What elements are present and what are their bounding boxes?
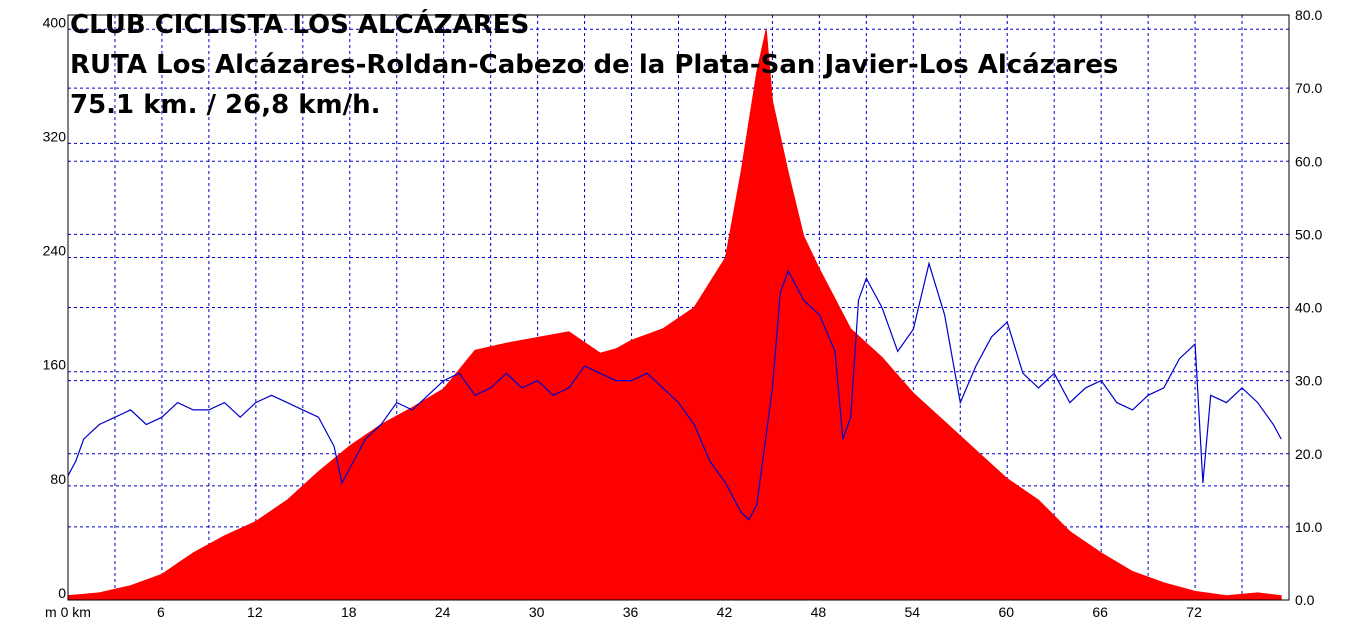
x-tick-label: 42 [717,604,733,620]
chart-title-block: CLUB CICLISTA LOS ALCÁZARES RUTA Los Alcá… [70,8,1118,120]
x-tick-label: m 0 km [45,604,91,620]
right-y-tick-label: 10.0 [1295,519,1322,535]
title-line: RUTA Los Alcázares-Roldan-Cabezo de la P… [70,50,1118,80]
title-line: 75.1 km. / 26,8 km/h. [70,90,381,120]
left-y-tick-label: 160 [43,357,67,373]
axis-ticks: m 0 km 6 12 18 24 30 36 42 48 54 60 66 72 0 80 160 240 32… [43,7,1323,620]
left-y-tick-label: 80 [50,471,66,487]
right-y-tick-label: 70.0 [1295,80,1322,96]
x-tick-label: 12 [247,604,263,620]
x-tick-label: 24 [435,604,451,620]
right-y-tick-label: 50.0 [1295,226,1322,242]
left-y-tick-label: 240 [43,243,67,259]
left-y-tick-label: 320 [43,128,67,144]
left-y-tick-label: 400 [43,14,67,30]
right-y-tick-label: 30.0 [1295,373,1322,389]
right-y-tick-label: 0.0 [1295,592,1315,608]
x-tick-label: 6 [157,604,165,620]
x-tick-label: 18 [341,604,357,620]
x-tick-label: 36 [623,604,639,620]
x-tick-label: 30 [529,604,545,620]
right-y-tick-label: 80.0 [1295,7,1322,23]
left-y-tick-label: 0 [58,585,66,601]
title-line: CLUB CICLISTA LOS ALCÁZARES [70,8,529,40]
speed-line [67,261,1282,521]
right-y-tick-label: 40.0 [1295,300,1322,316]
elevation-area [67,29,1282,601]
plot-frame [67,14,1290,601]
right-y-tick-label: 60.0 [1295,153,1322,169]
x-tick-label: 72 [1186,604,1202,620]
x-tick-label: 48 [811,604,827,620]
x-tick-label: 66 [1092,604,1108,620]
x-tick-label: 60 [998,604,1014,620]
plot-series [67,29,1282,601]
x-tick-label: 54 [905,604,921,620]
right-y-tick-label: 20.0 [1295,446,1322,462]
